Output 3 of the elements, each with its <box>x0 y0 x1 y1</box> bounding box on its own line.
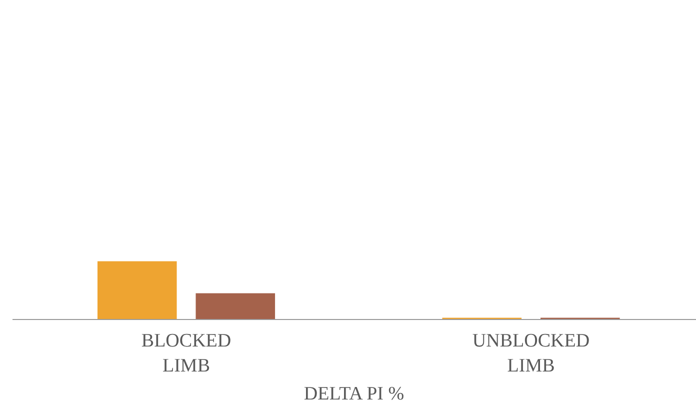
x-axis-title: DELTA PI % <box>304 384 404 405</box>
x-tick-label: UNBLOCKED LIMB <box>472 330 590 377</box>
x-tick-label: BLOCKED LIMB <box>141 330 232 377</box>
